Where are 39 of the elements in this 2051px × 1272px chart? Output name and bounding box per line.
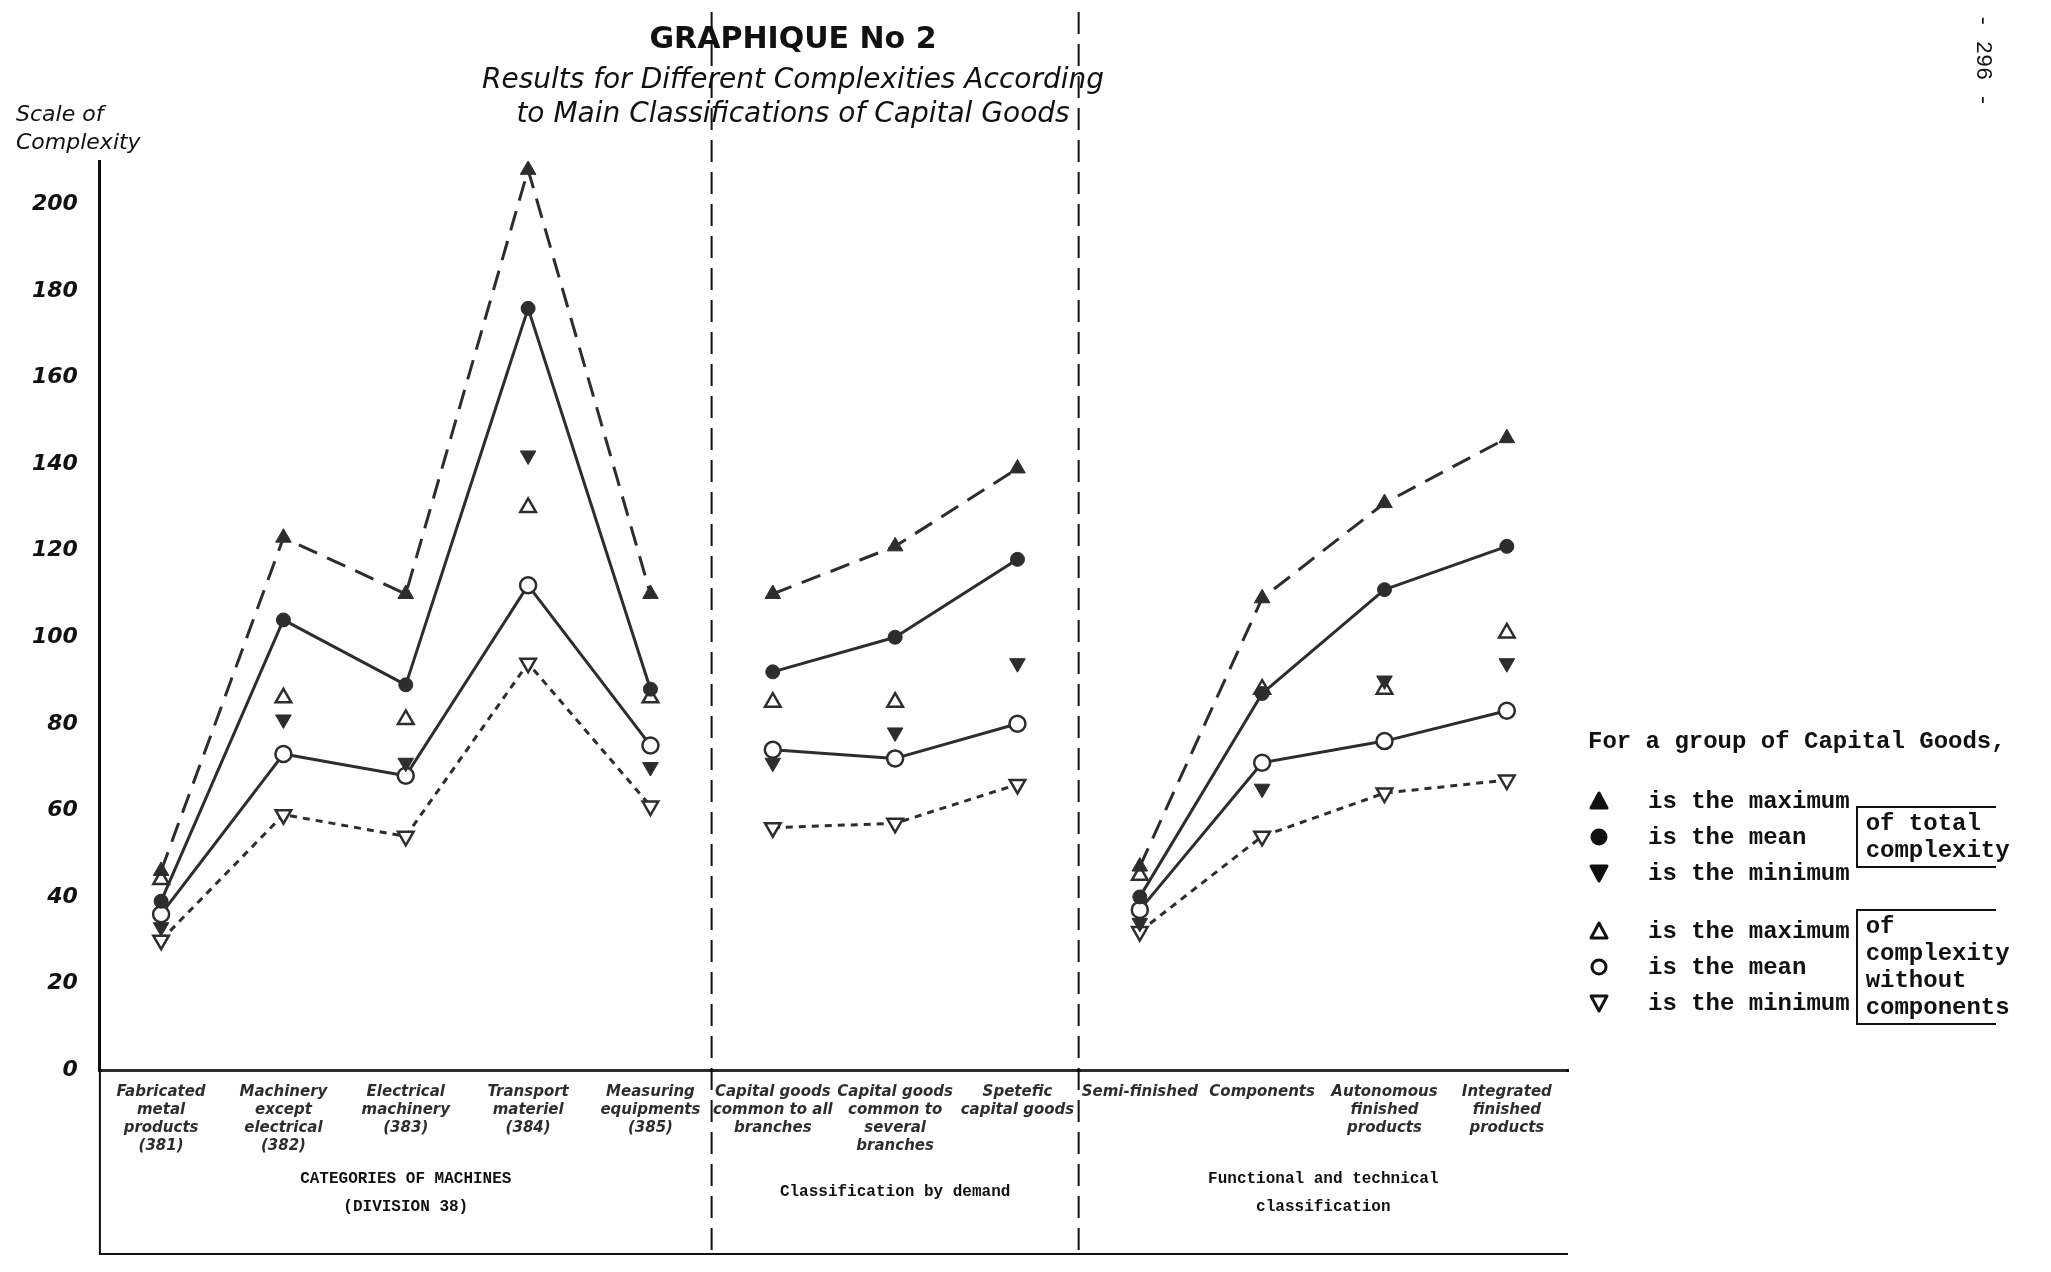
- x-tick-label: Autonomous finished products: [1330, 1081, 1438, 1136]
- legend-label: is the mean: [1648, 953, 1807, 981]
- x-tick-label: Integrated finished products: [1461, 1081, 1553, 1136]
- text: of complexity without components: [1864, 912, 2010, 1023]
- y-tick-label: 180: [31, 276, 78, 302]
- y-tick-label: 0: [62, 1055, 78, 1081]
- x-tick-label: Capital goods common to all branches: [712, 1081, 834, 1136]
- text: - 296 -: [1969, 14, 1995, 107]
- x-tick-label: Semi-finished: [1081, 1081, 1199, 1100]
- band-label: CATEGORIES OF MACHINES (DIVISION 38): [300, 1170, 512, 1216]
- y-tick-label: 20: [47, 969, 78, 995]
- x-tick-label: Machinery except electrical (382): [239, 1081, 329, 1154]
- legend-title: For a group of Capital Goods,: [1588, 728, 2007, 755]
- y-tick-label: 160: [31, 363, 78, 389]
- x-tick-label: Fabricated metal products (381): [116, 1081, 206, 1154]
- y-tick-label: 60: [47, 796, 78, 822]
- x-tick-label: Electrical machinery (383): [361, 1081, 452, 1136]
- x-tick-label: Spetefic capital goods: [960, 1081, 1075, 1118]
- legend-label: is the mean: [1648, 823, 1807, 851]
- chart-subtitle: Results for Different Complexities According to Main Classifications of Capital Goods: [481, 62, 1105, 129]
- x-tick-label: Transport materiel (384): [487, 1081, 570, 1136]
- legend-label: is the maximum: [1648, 917, 1850, 945]
- x-tick-label: Measuring equipments (385): [600, 1081, 701, 1136]
- legend-label: is the maximum: [1648, 787, 1850, 815]
- band-label: Classification by demand: [779, 1183, 1011, 1201]
- legend-label: is the minimum: [1648, 859, 1850, 887]
- y-axis-title: Scale of Complexity: [16, 101, 142, 155]
- y-tick-label: 100: [31, 622, 78, 648]
- y-tick-label: 200: [31, 190, 78, 216]
- band-label: Functional and technical classification: [1208, 1170, 1439, 1216]
- y-tick-label: 80: [47, 709, 78, 735]
- y-tick-label: 40: [46, 882, 78, 908]
- x-tick-label: Components: [1209, 1081, 1316, 1100]
- text: of total complexity: [1864, 809, 2010, 866]
- y-tick-label: 120: [31, 536, 78, 562]
- legend-label: is the minimum: [1648, 989, 1850, 1017]
- chart-title: GRAPHIQUE No 2: [649, 19, 937, 55]
- x-tick-label: Capital goods common to several branches: [837, 1081, 954, 1154]
- y-tick-label: 140: [31, 449, 78, 475]
